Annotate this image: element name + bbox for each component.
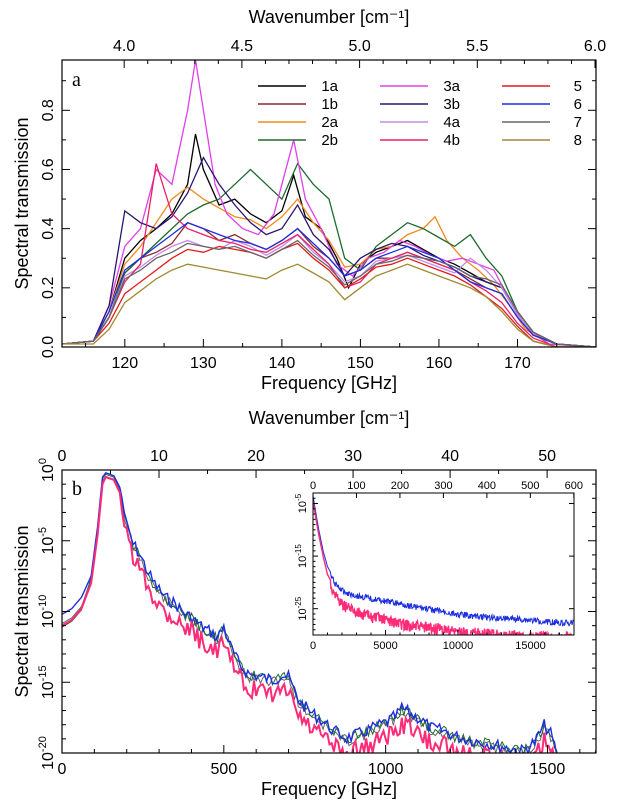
panel-label-a: a — [72, 69, 81, 91]
inset-top-tick-label: 300 — [434, 480, 452, 492]
inset-frame-bg — [312, 492, 575, 636]
top-tick-label: 5.5 — [466, 38, 488, 55]
top-axis-title-b: Wavenumber [cm⁻¹] — [249, 408, 410, 428]
x-tick-label-b: 0 — [58, 761, 67, 778]
y-tick-label-b: 10-5 — [37, 527, 57, 555]
x-tick-label: 140 — [269, 355, 296, 372]
legend-label-3b: 3b — [443, 96, 460, 113]
x-tick-label-b: 1500 — [530, 761, 566, 778]
x-axis-title-a: Frequency [GHz] — [261, 373, 397, 393]
top-tick-label-b: 40 — [441, 448, 459, 465]
y-axis-title-a: Spectral transmission — [12, 117, 32, 289]
inset-y-tick-label: 10-25 — [294, 596, 309, 620]
legend-label-4b: 4b — [443, 132, 460, 149]
series-line-4b — [62, 163, 596, 347]
inset-top-tick-label: 600 — [565, 480, 583, 492]
legend-label-4a: 4a — [443, 114, 460, 131]
y-tick-label-b: 10-10 — [37, 595, 57, 629]
x-tick-label-b: 500 — [210, 761, 237, 778]
series-line-inset-upper — [313, 495, 574, 627]
x-tick-label: 160 — [426, 355, 453, 372]
series-line-2a — [62, 186, 596, 347]
series-line-3b — [62, 156, 596, 347]
inset-chart: 0 5000 10000 15000 0 100 200 300 400 500 600 10-5 10… — [294, 480, 583, 652]
series-line-envelope-upper — [62, 471, 596, 753]
legend-label-1a: 1a — [321, 78, 338, 95]
inset-x-tick-label: 5000 — [373, 640, 397, 652]
panel-a: 120 130 140 150 160 170 0.0 0.2 0.4 0.6 0.8 4.0 4.5 5… — [12, 7, 606, 393]
top-tick-label: 4.5 — [231, 38, 253, 55]
x-axis-title-b: Frequency [GHz] — [261, 779, 397, 799]
top-tick-label-b: 30 — [344, 448, 362, 465]
series-line-envelope-lower — [62, 475, 555, 753]
legend-label-8: 8 — [574, 132, 582, 149]
series-line-7 — [62, 239, 596, 347]
inset-top-tick-label: 0 — [310, 480, 316, 492]
top-axis-title-a: Wavenumber [cm⁻¹] — [249, 7, 410, 27]
inset-y-tick-label: 10-15 — [294, 544, 309, 568]
inset-x-tick-label: 10000 — [443, 640, 474, 652]
x-tick-label: 120 — [111, 355, 138, 372]
inset-top-tick-label: 100 — [347, 480, 365, 492]
plot-frame-a — [61, 59, 597, 348]
x-tick-label: 130 — [190, 355, 217, 372]
inset-y-tick-label: 10-5 — [294, 493, 309, 513]
y-tick-label: 0.6 — [40, 158, 57, 180]
y-tick-label-b: 10-15 — [37, 665, 57, 699]
top-tick-label-b: 20 — [247, 448, 265, 465]
x-tick-label-b: 1000 — [368, 761, 404, 778]
legend-label-7: 7 — [574, 114, 582, 131]
x-tick-label: 170 — [504, 355, 531, 372]
series-line-6 — [62, 221, 596, 347]
inset-top-tick-label: 400 — [478, 480, 496, 492]
series-line-8 — [62, 263, 596, 347]
inset-x-tick-label: 0 — [310, 640, 316, 652]
legend-label-2a: 2a — [321, 114, 338, 131]
series-line-3a — [62, 60, 596, 347]
x-tick-label: 150 — [347, 355, 374, 372]
inset-top-tick-label: 200 — [391, 480, 409, 492]
legend-label-5: 5 — [574, 78, 582, 95]
y-tick-label: 0.8 — [40, 99, 57, 121]
series-line-2b — [62, 162, 596, 347]
y-tick-label: 0.0 — [40, 336, 57, 358]
top-tick-label: 6.0 — [584, 38, 606, 55]
legend-label-1b: 1b — [321, 96, 338, 113]
inset-x-tick-label: 15000 — [515, 640, 546, 652]
panel-label-b: b — [72, 478, 82, 500]
y-tick-label: 0.2 — [40, 277, 57, 299]
inset-top-tick-label: 500 — [521, 480, 539, 492]
legend-label-2b: 2b — [321, 132, 338, 149]
top-tick-label-b: 50 — [538, 448, 556, 465]
legend-label-6: 6 — [574, 96, 582, 113]
legend-label-3a: 3a — [443, 78, 460, 95]
y-axis-title-b: Spectral transmission — [12, 525, 32, 697]
top-tick-label: 4.0 — [113, 38, 135, 55]
y-tick-label-b: 10-20 — [37, 736, 57, 770]
y-tick-label: 0.4 — [40, 217, 57, 239]
top-tick-label: 5.0 — [348, 38, 370, 55]
series-line-4a — [62, 233, 596, 347]
top-tick-label-b: 10 — [150, 448, 168, 465]
top-tick-label-b: 0 — [58, 448, 67, 465]
y-tick-label-b: 100 — [37, 458, 57, 482]
